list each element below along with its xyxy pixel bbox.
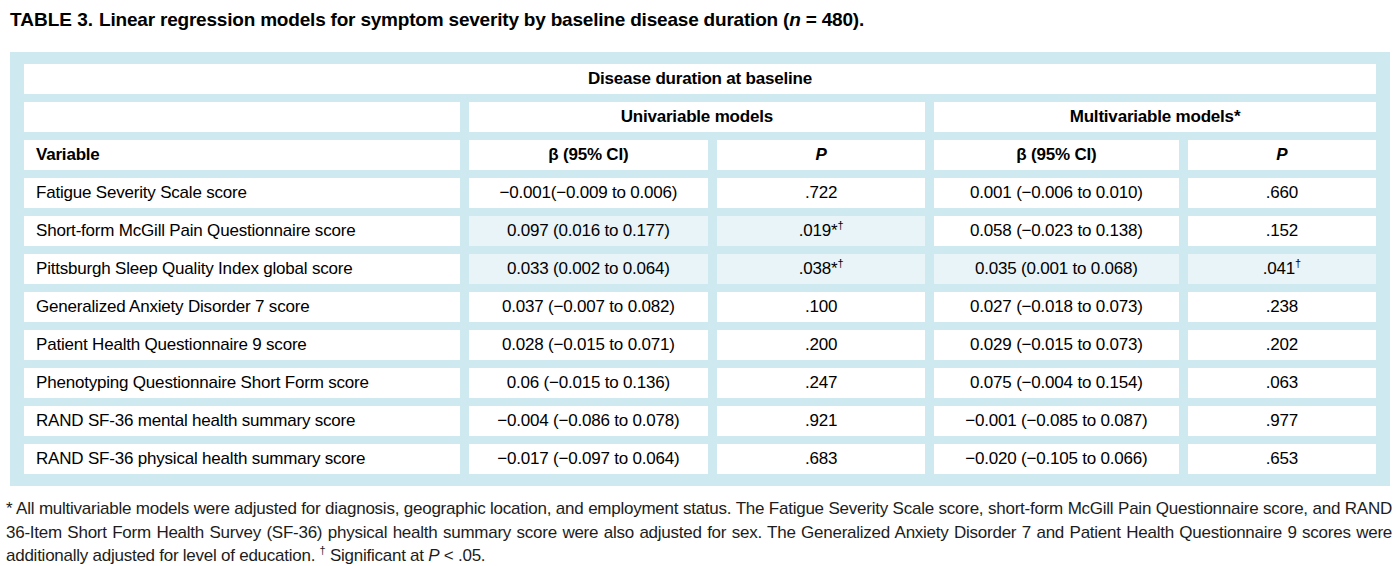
variable-cell: Phenotyping Questionnaire Short Form sco… [24, 368, 460, 398]
table-row: Patient Health Questionnaire 9 score 0.02… [24, 330, 1376, 360]
group-multivariable-models: Multivariable models* [934, 102, 1376, 132]
univariable-p-cell: .200 [717, 330, 925, 360]
univariable-p-cell: .921 [717, 406, 925, 436]
title-n-italic: n [789, 9, 800, 30]
footnote: * All multivariable models were adjusted… [6, 497, 1392, 566]
multivariable-p-cell: .202 [1188, 330, 1376, 360]
variable-cell: RAND SF-36 physical health summary score [24, 444, 460, 474]
multivariable-p-cell: .238 [1188, 292, 1376, 322]
variable-cell: RAND SF-36 mental health summary score [24, 406, 460, 436]
column-header-multi-p: P [1188, 140, 1376, 170]
univariable-p-cell: .247 [717, 368, 925, 398]
paper-table-page: TABLE 3. Linear regression models for sym… [0, 0, 1400, 566]
table-row: Phenotyping Questionnaire Short Form sco… [24, 368, 1376, 398]
table-row: RAND SF-36 mental health summary score −0… [24, 406, 1376, 436]
multivariable-beta-cell: 0.035 (0.001 to 0.068) [934, 254, 1179, 284]
regression-table-frame: Disease duration at baseline Univariable… [10, 52, 1390, 486]
column-header-row: Variable β (95% CI) P β (95% CI) P [24, 140, 1376, 170]
univariable-beta-cell: 0.037 (−0.007 to 0.082) [469, 292, 709, 322]
univariable-p-cell: .019*† [717, 216, 925, 246]
table-title-text: Linear regression models for symptom sev… [99, 9, 789, 30]
table-title: TABLE 3. Linear regression models for sym… [10, 9, 1390, 31]
multivariable-p-cell: .977 [1188, 406, 1376, 436]
univariable-p-cell: .722 [717, 178, 925, 208]
group-univariable-models: Univariable models [469, 102, 925, 132]
multivariable-beta-cell: 0.075 (−0.004 to 0.154) [934, 368, 1179, 398]
footnote-end-text: < .05. [439, 546, 485, 565]
multivariable-p-cell: .660 [1188, 178, 1376, 208]
table-number-label: TABLE 3. [10, 9, 93, 30]
table-row: Pittsburgh Sleep Quality Index global sc… [24, 254, 1376, 284]
univariable-p-cell: .100 [717, 292, 925, 322]
multivariable-p-cell: .041† [1188, 254, 1376, 284]
multivariable-beta-cell: 0.001 (−0.006 to 0.010) [934, 178, 1179, 208]
column-header-uni-p: P [717, 140, 925, 170]
table-body: Fatigue Severity Scale score −0.001(−0.00… [24, 178, 1376, 474]
spanner-row: Disease duration at baseline [24, 64, 1376, 94]
spanner-disease-duration: Disease duration at baseline [24, 64, 1376, 94]
univariable-beta-cell: −0.004 (−0.086 to 0.078) [469, 406, 709, 436]
multivariable-beta-cell: 0.027 (−0.018 to 0.073) [934, 292, 1179, 322]
univariable-p-cell: .683 [717, 444, 925, 474]
variable-cell: Fatigue Severity Scale score [24, 178, 460, 208]
multivariable-beta-cell: −0.020 (−0.105 to 0.066) [934, 444, 1179, 474]
empty-group-cell [24, 102, 460, 132]
group-header-row: Univariable models Multivariable models* [24, 102, 1376, 132]
variable-cell: Pittsburgh Sleep Quality Index global sc… [24, 254, 460, 284]
variable-cell: Patient Health Questionnaire 9 score [24, 330, 460, 360]
footnote-p-italic: P [428, 546, 439, 565]
column-header-uni-beta: β (95% CI) [469, 140, 709, 170]
multivariable-p-cell: .653 [1188, 444, 1376, 474]
table-header: Disease duration at baseline Univariable… [24, 64, 1376, 170]
multivariable-beta-cell: −0.001 (−0.085 to 0.087) [934, 406, 1179, 436]
table-title-suffix: = 480). [801, 9, 864, 30]
column-header-multi-beta: β (95% CI) [934, 140, 1179, 170]
table-row: Short-form McGill Pain Questionnaire sco… [24, 216, 1376, 246]
variable-cell: Generalized Anxiety Disorder 7 score [24, 292, 460, 322]
univariable-p-cell: .038*† [717, 254, 925, 284]
univariable-beta-cell: −0.001(−0.009 to 0.006) [469, 178, 709, 208]
regression-table: Disease duration at baseline Univariable… [15, 56, 1385, 482]
univariable-beta-cell: 0.097 (0.016 to 0.177) [469, 216, 709, 246]
footnote-significance-text: Significant at [325, 546, 428, 565]
multivariable-beta-cell: 0.058 (−0.023 to 0.138) [934, 216, 1179, 246]
univariable-beta-cell: 0.028 (−0.015 to 0.071) [469, 330, 709, 360]
table-row: Generalized Anxiety Disorder 7 score 0.03… [24, 292, 1376, 322]
table-row: RAND SF-36 physical health summary score… [24, 444, 1376, 474]
univariable-beta-cell: 0.06 (−0.015 to 0.136) [469, 368, 709, 398]
univariable-beta-cell: −0.017 (−0.097 to 0.064) [469, 444, 709, 474]
univariable-beta-cell: 0.033 (0.002 to 0.064) [469, 254, 709, 284]
multivariable-p-cell: .063 [1188, 368, 1376, 398]
multivariable-p-cell: .152 [1188, 216, 1376, 246]
multivariable-beta-cell: 0.029 (−0.015 to 0.073) [934, 330, 1179, 360]
column-header-variable: Variable [24, 140, 460, 170]
footnote-main-text: * All multivariable models were adjusted… [6, 499, 1392, 565]
variable-cell: Short-form McGill Pain Questionnaire sco… [24, 216, 460, 246]
table-row: Fatigue Severity Scale score −0.001(−0.00… [24, 178, 1376, 208]
